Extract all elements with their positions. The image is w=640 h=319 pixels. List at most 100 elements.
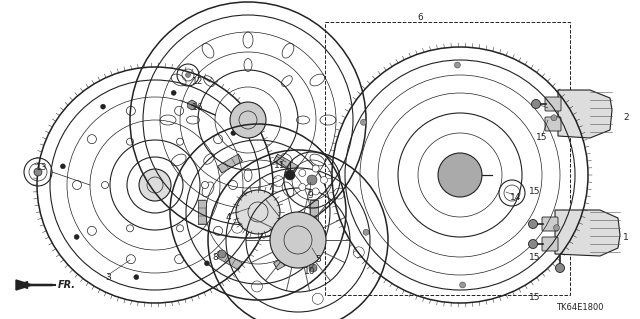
Ellipse shape bbox=[282, 153, 292, 164]
Text: 15: 15 bbox=[529, 254, 541, 263]
Ellipse shape bbox=[186, 116, 200, 124]
Circle shape bbox=[139, 169, 171, 201]
Ellipse shape bbox=[172, 74, 186, 86]
Circle shape bbox=[218, 250, 226, 258]
Circle shape bbox=[270, 212, 326, 268]
Circle shape bbox=[126, 106, 136, 115]
Ellipse shape bbox=[202, 182, 214, 197]
Text: 7: 7 bbox=[267, 183, 273, 192]
Circle shape bbox=[309, 264, 317, 272]
FancyBboxPatch shape bbox=[542, 237, 558, 251]
Circle shape bbox=[74, 234, 79, 240]
FancyBboxPatch shape bbox=[545, 97, 561, 111]
Text: 10: 10 bbox=[304, 268, 316, 277]
Circle shape bbox=[175, 255, 184, 264]
Circle shape bbox=[460, 282, 465, 288]
Text: 15: 15 bbox=[529, 293, 541, 302]
Circle shape bbox=[102, 182, 109, 189]
Polygon shape bbox=[558, 90, 612, 138]
Ellipse shape bbox=[320, 115, 336, 125]
Circle shape bbox=[231, 130, 236, 136]
Ellipse shape bbox=[310, 154, 324, 166]
Circle shape bbox=[88, 226, 97, 235]
Polygon shape bbox=[274, 251, 298, 270]
Circle shape bbox=[127, 138, 134, 145]
Text: 9: 9 bbox=[307, 190, 313, 199]
Ellipse shape bbox=[244, 168, 252, 182]
Text: 4: 4 bbox=[225, 213, 231, 222]
Text: 5: 5 bbox=[315, 256, 321, 264]
Ellipse shape bbox=[202, 43, 214, 58]
Polygon shape bbox=[198, 200, 206, 224]
Text: FR.: FR. bbox=[58, 280, 76, 290]
Circle shape bbox=[299, 169, 306, 176]
Polygon shape bbox=[555, 210, 620, 256]
Ellipse shape bbox=[204, 153, 214, 164]
Text: 2: 2 bbox=[623, 114, 629, 122]
Circle shape bbox=[551, 115, 557, 121]
Circle shape bbox=[236, 190, 280, 234]
Text: 15: 15 bbox=[536, 133, 548, 143]
Ellipse shape bbox=[310, 74, 324, 86]
Circle shape bbox=[312, 188, 319, 195]
Text: TK64E1800: TK64E1800 bbox=[556, 303, 604, 313]
Text: 1: 1 bbox=[623, 234, 629, 242]
Circle shape bbox=[175, 106, 184, 115]
Circle shape bbox=[299, 183, 306, 190]
Text: 13: 13 bbox=[36, 164, 48, 173]
Circle shape bbox=[244, 201, 250, 206]
Text: 3: 3 bbox=[105, 273, 111, 283]
Circle shape bbox=[72, 181, 81, 189]
Text: 15: 15 bbox=[529, 188, 541, 197]
Circle shape bbox=[186, 72, 191, 78]
Circle shape bbox=[438, 153, 482, 197]
Circle shape bbox=[204, 261, 209, 266]
Ellipse shape bbox=[282, 182, 294, 197]
FancyBboxPatch shape bbox=[545, 117, 561, 131]
Circle shape bbox=[126, 255, 136, 264]
Circle shape bbox=[214, 226, 223, 235]
Text: 12: 12 bbox=[192, 78, 204, 86]
Circle shape bbox=[202, 182, 209, 189]
Circle shape bbox=[363, 229, 369, 235]
Circle shape bbox=[127, 225, 134, 232]
Ellipse shape bbox=[282, 43, 294, 58]
Circle shape bbox=[454, 62, 460, 68]
Circle shape bbox=[307, 175, 317, 185]
Circle shape bbox=[554, 225, 559, 231]
Text: 8: 8 bbox=[212, 254, 218, 263]
Polygon shape bbox=[218, 154, 243, 173]
Circle shape bbox=[214, 135, 223, 144]
Circle shape bbox=[529, 240, 538, 249]
Circle shape bbox=[230, 102, 266, 138]
Circle shape bbox=[531, 100, 541, 108]
Ellipse shape bbox=[243, 192, 253, 208]
Text: 16: 16 bbox=[192, 103, 204, 113]
Polygon shape bbox=[188, 100, 196, 110]
Circle shape bbox=[177, 225, 184, 232]
Ellipse shape bbox=[172, 154, 186, 166]
Circle shape bbox=[171, 90, 176, 95]
Polygon shape bbox=[274, 154, 298, 173]
FancyBboxPatch shape bbox=[442, 164, 478, 186]
Ellipse shape bbox=[244, 58, 252, 71]
Ellipse shape bbox=[296, 116, 310, 124]
Ellipse shape bbox=[282, 76, 292, 86]
Circle shape bbox=[134, 275, 139, 280]
Ellipse shape bbox=[160, 115, 176, 125]
Circle shape bbox=[177, 138, 184, 145]
FancyBboxPatch shape bbox=[542, 217, 558, 231]
Text: 14: 14 bbox=[510, 194, 522, 203]
Polygon shape bbox=[310, 200, 318, 224]
Text: 11: 11 bbox=[275, 160, 285, 169]
Circle shape bbox=[529, 219, 538, 228]
Text: 6: 6 bbox=[417, 13, 423, 23]
Circle shape bbox=[60, 164, 65, 169]
Circle shape bbox=[312, 165, 319, 172]
Circle shape bbox=[228, 181, 237, 189]
Circle shape bbox=[285, 170, 295, 180]
Circle shape bbox=[360, 119, 367, 125]
Circle shape bbox=[34, 168, 42, 176]
Polygon shape bbox=[16, 280, 32, 290]
Circle shape bbox=[321, 176, 328, 183]
